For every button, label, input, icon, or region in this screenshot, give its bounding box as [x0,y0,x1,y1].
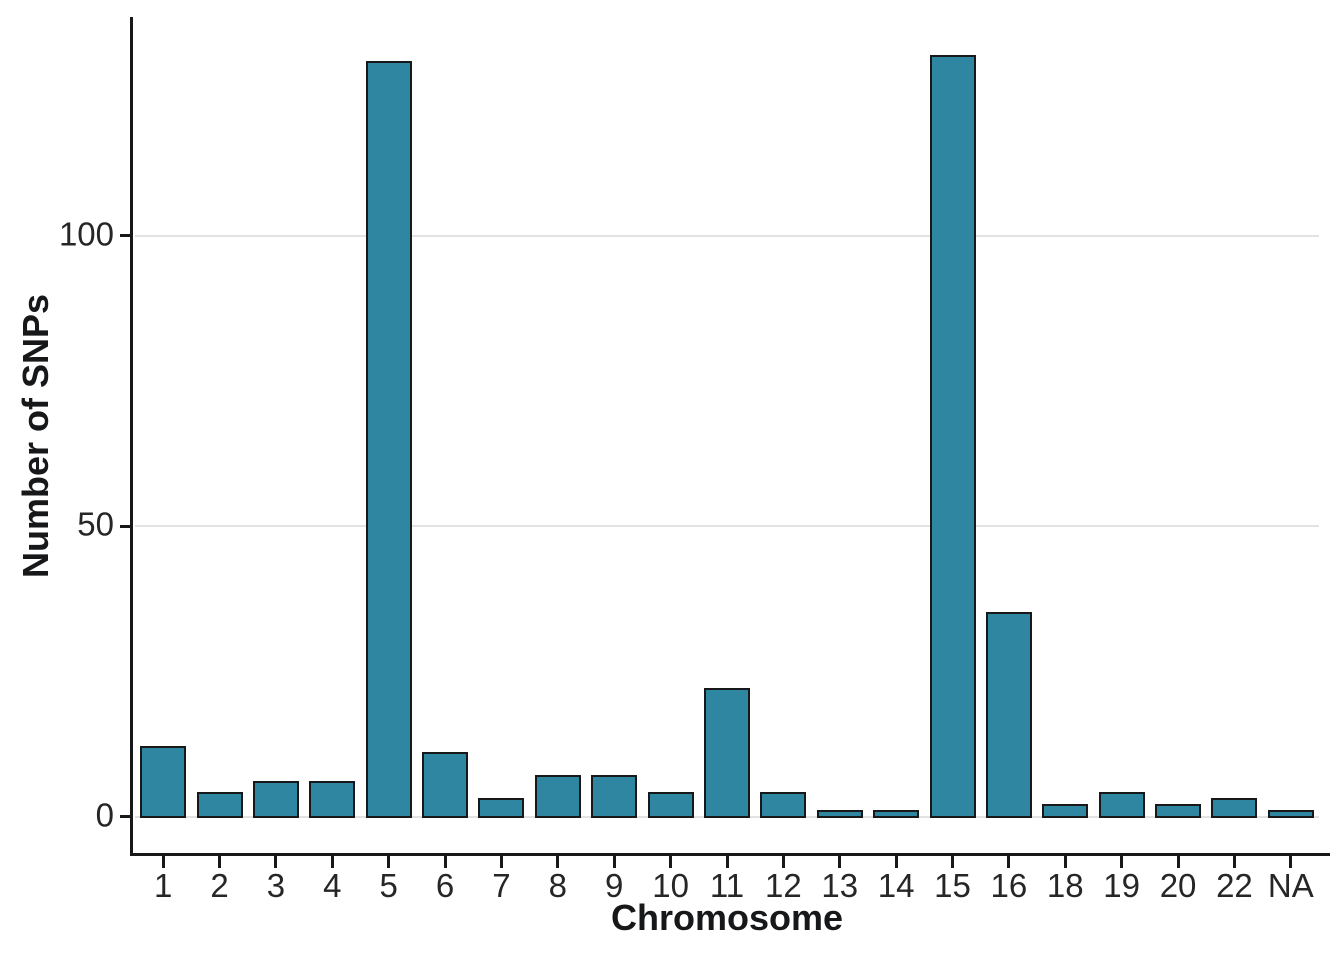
y-axis-line [130,17,133,856]
bar-chr-18 [1042,804,1089,818]
x-tick [1007,856,1011,868]
x-tick-label: 5 [379,867,398,904]
x-tick-label: 6 [435,867,455,904]
x-tick-label: 14 [877,867,915,904]
x-tick-label: 20 [1159,867,1197,904]
x-tick-label: 3 [266,867,286,904]
bar-chr-NA [1267,809,1314,818]
x-tick-label: 13 [821,867,859,904]
bar-chr-20 [1155,804,1202,818]
bar-chr-13 [816,809,863,818]
x-tick [725,856,729,868]
x-tick-label: 2 [210,867,229,904]
x-tick [161,856,165,868]
x-tick [499,856,503,868]
x-tick [1289,856,1293,868]
x-tick-label: 11 [709,867,745,904]
x-tick [387,856,391,868]
x-tick-label: 9 [605,867,624,904]
y-tick [120,234,130,238]
x-tick-label: 12 [765,867,802,904]
bar-chr-2 [196,792,243,818]
bar-chr-3 [252,780,299,818]
x-tick [838,856,842,868]
y-tick-label: 50 [77,505,114,543]
bar-chr-19 [1098,792,1145,818]
x-tick [274,856,278,868]
gridline-y-50 [135,525,1319,528]
bar-chr-15 [929,54,976,818]
plot-area [135,17,1319,855]
y-tick-label: 0 [95,796,114,834]
x-tick-label: 15 [934,867,971,904]
x-tick-label: 16 [990,867,1028,904]
x-tick-label: 18 [1046,867,1084,904]
x-axis-line [130,853,1330,856]
x-tick [951,856,955,868]
bar-chr-5 [365,60,412,818]
x-tick-label: 19 [1103,867,1141,904]
y-tick [120,524,130,528]
y-tick [120,815,130,819]
bar-chr-4 [309,780,356,818]
x-tick-label: 7 [492,867,511,904]
x-tick [669,856,673,868]
x-tick-label: 10 [652,867,689,904]
bar-chr-12 [760,792,807,818]
bar-chr-10 [647,792,694,818]
x-tick-label: NA [1267,867,1314,904]
gridline-y-100 [135,234,1319,237]
x-tick-label: 1 [154,867,173,904]
x-tick [556,856,560,868]
x-tick [1120,856,1124,868]
bar-chr-9 [591,775,638,818]
x-tick-label: 8 [548,867,568,904]
bar-chr-16 [985,612,1032,818]
y-tick-label: 100 [58,215,114,253]
bar-chr-14 [873,809,920,818]
bar-chr-7 [478,798,525,818]
bar-chr-11 [704,687,750,818]
x-tick [1063,856,1067,868]
x-tick [443,856,447,868]
bar-chr-8 [534,775,581,818]
x-tick [781,856,785,868]
x-axis-title: Chromosome [610,897,844,938]
x-tick [1176,856,1180,868]
x-tick [894,856,898,868]
x-tick [218,856,222,868]
x-tick [1232,856,1236,868]
x-tick-label: 22 [1216,867,1253,904]
bar-chr-22 [1211,798,1258,818]
y-axis-title: Number of SNPs [15,293,56,579]
bar-chr-1 [140,745,187,818]
x-tick [330,856,334,868]
x-tick [612,856,616,868]
x-tick-label: 4 [323,867,342,904]
bar-chr-6 [422,751,469,818]
